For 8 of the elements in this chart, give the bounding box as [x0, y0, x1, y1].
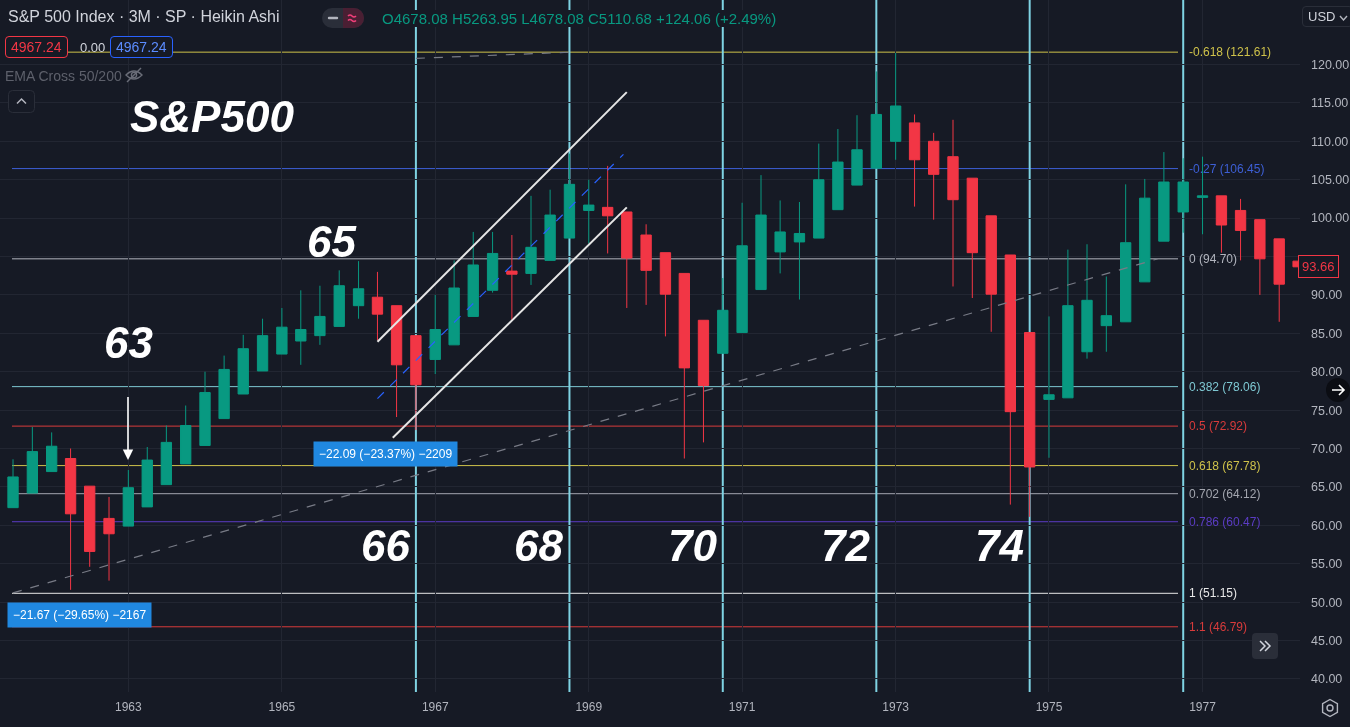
x-tick-label: 1965 [268, 700, 296, 714]
x-tick-label: 1973 [882, 700, 910, 714]
x-tick-label: 1977 [1189, 700, 1217, 714]
x-tick-label: 1967 [421, 700, 449, 714]
x-tick-label: 1969 [575, 700, 603, 714]
x-tick-label: 1975 [1035, 700, 1063, 714]
x-tick-label: 1963 [114, 700, 143, 714]
x-tick-label: 1971 [728, 700, 756, 714]
